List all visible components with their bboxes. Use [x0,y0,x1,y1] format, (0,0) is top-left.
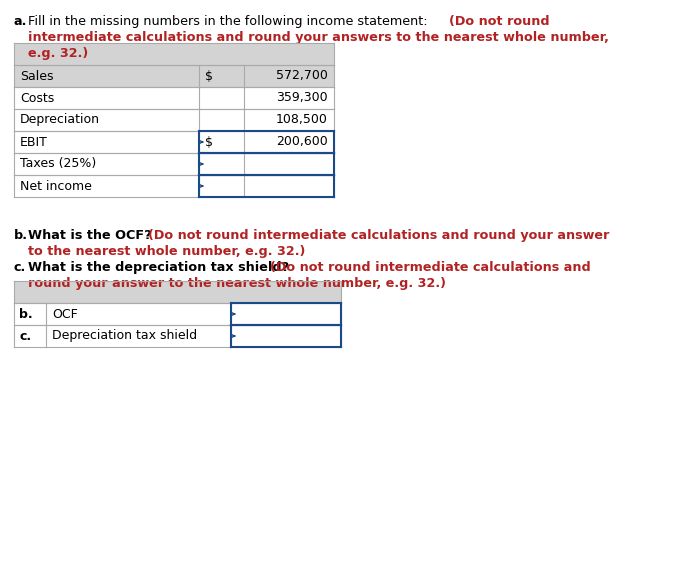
Text: Taxes (25%): Taxes (25%) [20,157,97,170]
Text: (Do not round intermediate calculations and round your answer: (Do not round intermediate calculations … [148,229,610,242]
Text: Costs: Costs [20,91,55,104]
Text: What is the depreciation tax shield?: What is the depreciation tax shield? [28,261,293,274]
Bar [14,175,334,197]
Bar [14,43,334,65]
Text: b.: b. [19,307,33,320]
Text: c.: c. [19,329,31,342]
Bar [14,303,341,325]
Text: intermediate calculations and round your answers to the nearest whole number,: intermediate calculations and round your… [28,31,609,44]
Text: e.g. 32.): e.g. 32.) [28,47,88,60]
Text: 359,300: 359,300 [276,91,328,104]
Bar [14,87,334,109]
Text: (Do not round: (Do not round [449,15,550,28]
Bar [14,65,334,87]
Text: c.: c. [14,261,27,274]
Text: 200,600: 200,600 [276,135,328,148]
Bar [14,153,334,175]
Text: a.: a. [14,15,27,28]
Text: What is the OCF?: What is the OCF? [28,229,156,242]
Text: 572,700: 572,700 [276,69,328,82]
Bar [14,131,334,153]
Text: 108,500: 108,500 [276,113,328,126]
Text: Sales: Sales [20,69,53,82]
Text: $: $ [205,69,213,82]
Bar [14,281,341,303]
Text: Fill in the missing numbers in the following income statement:: Fill in the missing numbers in the follo… [28,15,432,28]
Text: to the nearest whole number, e.g. 32.): to the nearest whole number, e.g. 32.) [28,245,305,258]
Text: (Do not round intermediate calculations and: (Do not round intermediate calculations … [270,261,591,274]
Text: EBIT: EBIT [20,135,48,148]
Text: Net income: Net income [20,179,92,192]
Text: Depreciation tax shield: Depreciation tax shield [52,329,197,342]
Text: Depreciation: Depreciation [20,113,100,126]
Bar [14,109,334,131]
Text: round your answer to the nearest whole number, e.g. 32.): round your answer to the nearest whole n… [28,277,446,290]
Text: OCF: OCF [52,307,78,320]
Text: $: $ [205,135,213,148]
Bar [14,325,341,347]
Text: b.: b. [14,229,28,242]
